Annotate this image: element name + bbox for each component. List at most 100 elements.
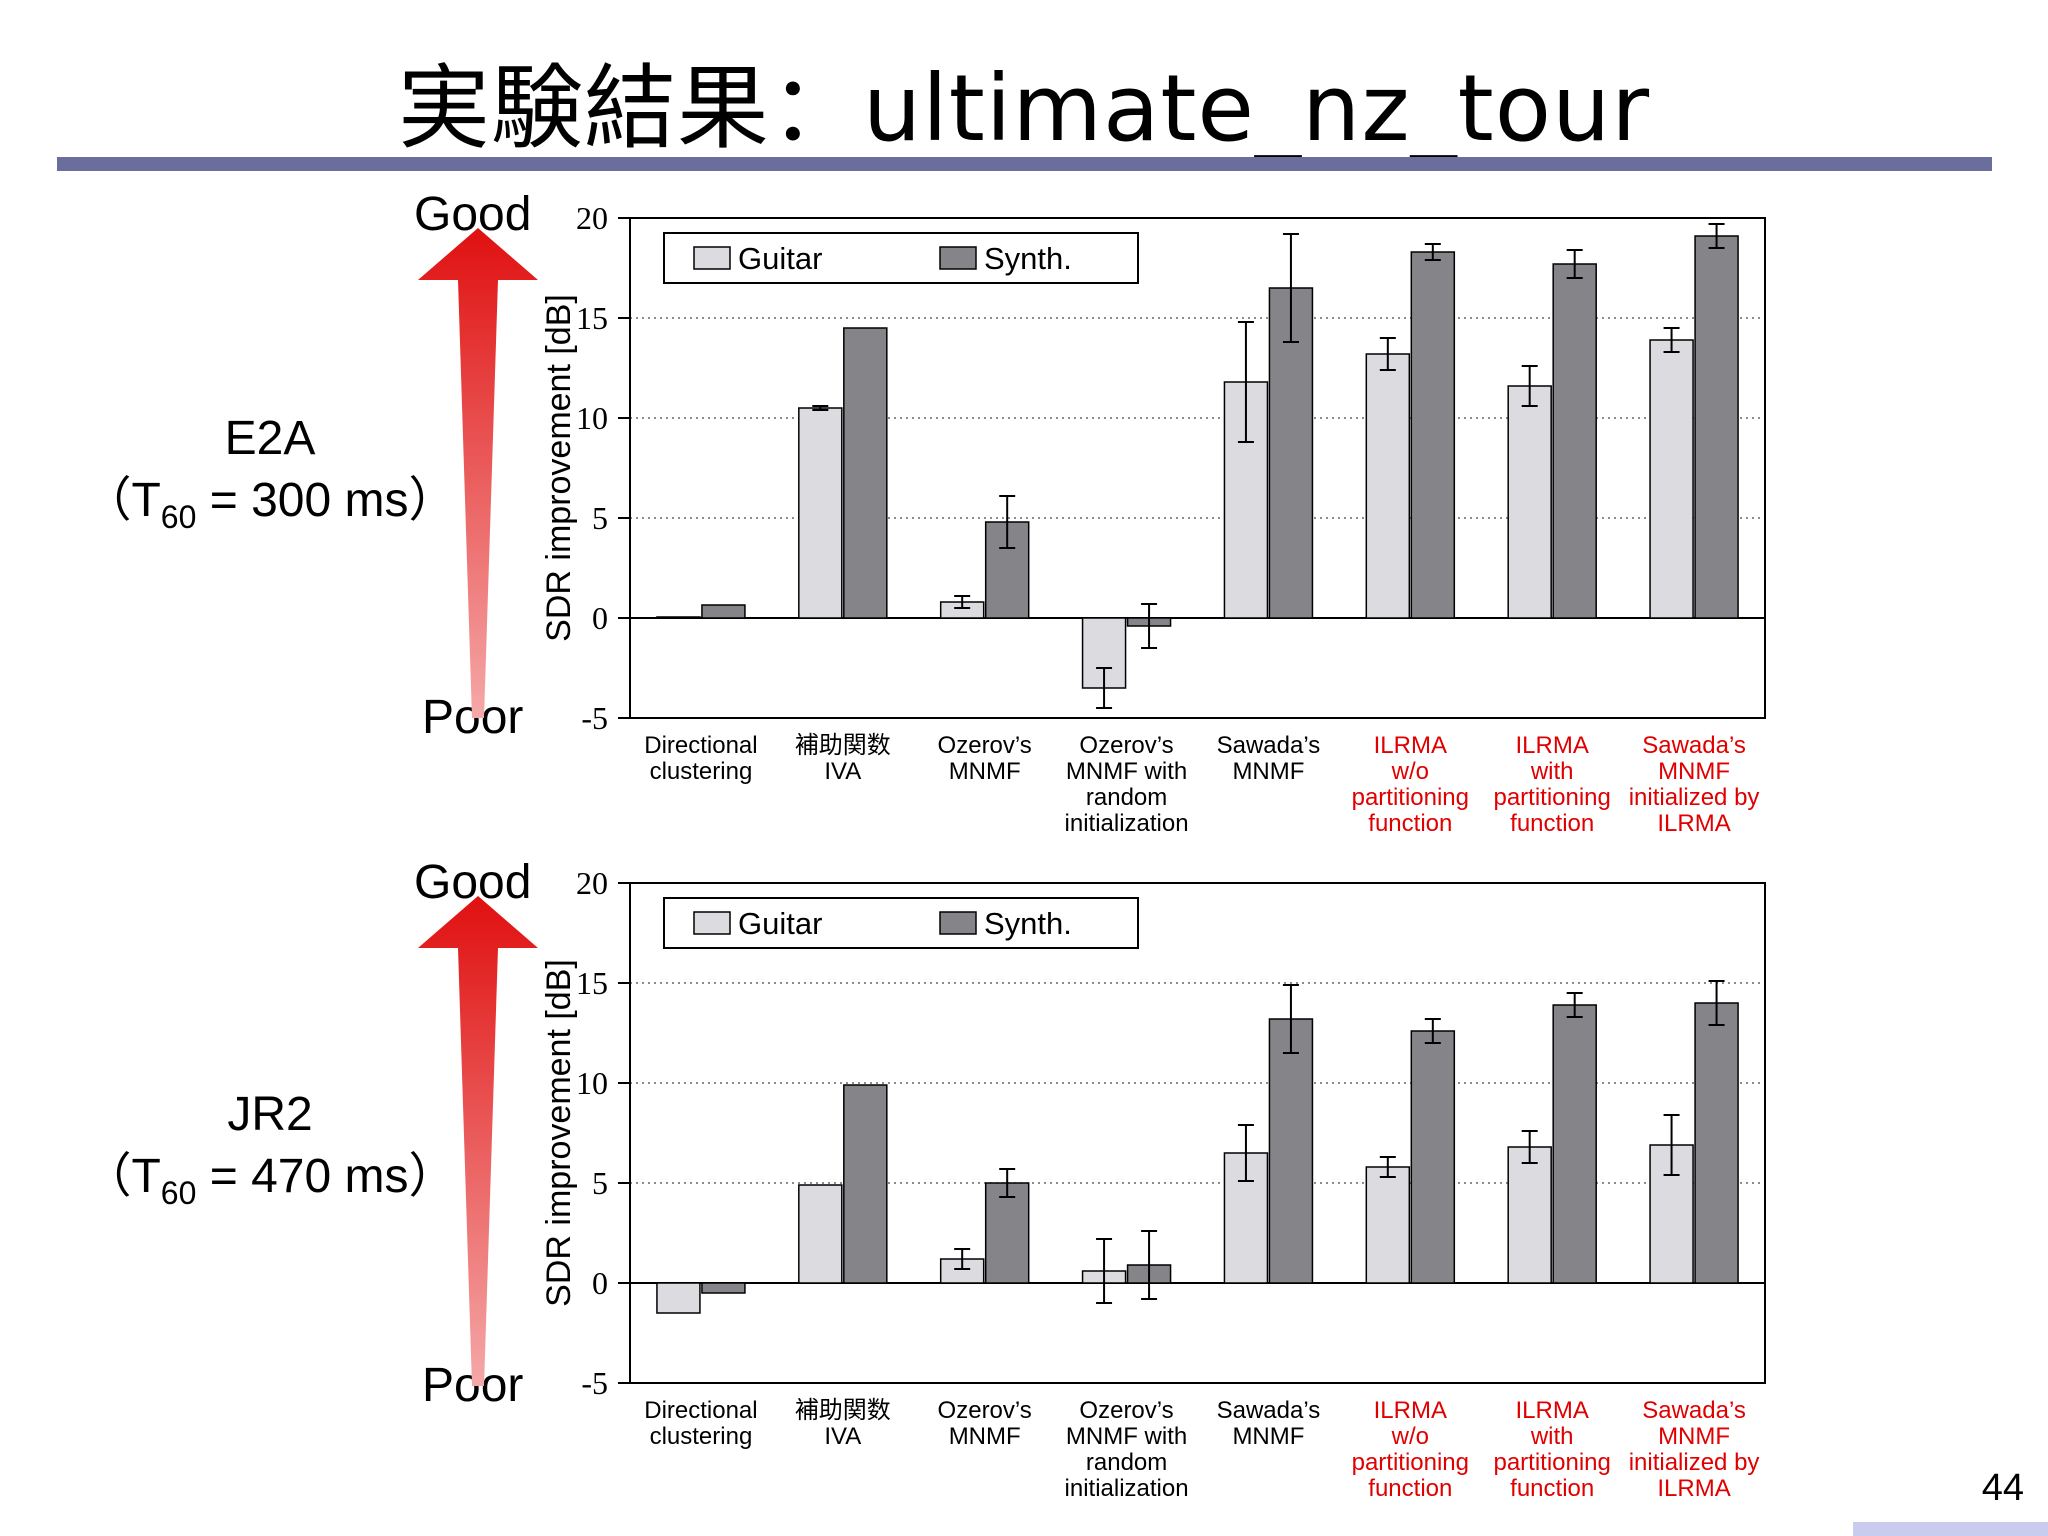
category-label-line: function: [1510, 810, 1594, 837]
condition-prefix: （T: [83, 1150, 161, 1203]
quality-good-label-1: Good: [414, 188, 532, 241]
category-label-line: Sawada’s: [1642, 1397, 1746, 1424]
bar-synth: [843, 1084, 888, 1284]
category-label-line: initialized by: [1629, 1449, 1760, 1476]
legend-label: Synth.: [984, 241, 1072, 276]
legend-label: Guitar: [738, 241, 822, 276]
condition-suffix: = 300 ms）: [196, 474, 457, 527]
category-label-line: with: [1530, 758, 1574, 785]
bar-guitar: [1223, 1152, 1269, 1284]
y-tick-label: -5: [581, 700, 608, 736]
category-label-line: ILRMA: [1657, 810, 1730, 837]
category-label-line: random: [1086, 1449, 1167, 1476]
category-label-line: Ozerov’s: [938, 1397, 1032, 1424]
good-poor-arrow-2: [418, 896, 538, 1386]
quality-good-label-2: Good: [414, 856, 532, 909]
category-label-line: IVA: [824, 758, 861, 785]
legend-swatch-guitar: [693, 246, 731, 270]
category-label: 補助関数 IVA: [795, 732, 891, 785]
category-label-line: MNMF: [1232, 758, 1304, 785]
y-tick-label: 5: [592, 500, 608, 536]
category-label-line: initialized by: [1629, 784, 1760, 811]
legend-box: [663, 232, 1139, 284]
category-label-line: ILRMA: [1374, 1397, 1447, 1424]
condition-name: E2A: [224, 412, 316, 465]
sdr-chart-jr2: -5 0 5 10 15 20 SDR improvement [dB] Guitar Synt…: [540, 865, 1766, 1502]
legend-label: Guitar: [738, 906, 822, 941]
category-label: ILRMA w/o partitioning function: [1352, 1397, 1469, 1502]
bar-synth: [843, 327, 888, 619]
category-label-line: with: [1530, 1423, 1574, 1450]
category-label-line: ILRMA: [1657, 1475, 1730, 1502]
category-label-line: Ozerov’s: [1079, 1397, 1173, 1424]
bar-synth: [701, 1282, 746, 1294]
y-tick-label: -5: [581, 1365, 608, 1401]
category-label: ILRMA with partitioning function: [1493, 732, 1610, 837]
category-label-line: 補助関数: [795, 732, 891, 759]
y-tick-label: 0: [592, 600, 608, 636]
bar-guitar: [1507, 1146, 1552, 1284]
bar-guitar: [656, 1282, 701, 1314]
category-label-line: MNMF: [1658, 758, 1730, 785]
category-label-line: MNMF with: [1066, 1423, 1187, 1450]
category-label-line: ILRMA: [1516, 732, 1589, 759]
category-label-line: clustering: [650, 758, 753, 785]
category-label-line: MNMF: [949, 1423, 1021, 1450]
condition-name: JR2: [227, 1088, 313, 1141]
bar-guitar: [656, 616, 701, 619]
category-label-line: partitioning: [1493, 1449, 1610, 1476]
category-label-line: Ozerov’s: [938, 732, 1032, 759]
category-label-line: MNMF: [1658, 1423, 1730, 1450]
category-label-line: IVA: [824, 1423, 861, 1450]
y-axis-label: SDR improvement [dB]: [540, 959, 578, 1307]
category-label: 補助関数 IVA: [795, 1397, 891, 1450]
plot-frame: [629, 882, 1766, 1384]
y-tick-label: 10: [576, 400, 608, 436]
category-label-line: function: [1510, 1475, 1594, 1502]
legend-box: [663, 897, 1139, 949]
legend-swatch-synth: [939, 911, 977, 935]
bar-synth: [1268, 1018, 1314, 1284]
category-label-line: partitioning: [1352, 784, 1469, 811]
y-tick-label: 20: [576, 865, 608, 901]
bar-synth: [984, 1182, 1030, 1284]
category-label-line: partitioning: [1352, 1449, 1469, 1476]
category-label: Ozerov’s MNMF: [938, 732, 1032, 785]
bar-synth: [1552, 1004, 1597, 1284]
category-label-line: random: [1086, 784, 1167, 811]
category-label-line: MNMF: [949, 758, 1021, 785]
category-label-line: initialization: [1065, 810, 1189, 837]
good-poor-arrow-1: [418, 228, 538, 718]
category-label-line: ILRMA: [1516, 1397, 1589, 1424]
category-label: Directional clustering: [644, 732, 757, 785]
category-label-line: initialization: [1065, 1475, 1189, 1502]
condition-suffix: = 470 ms）: [196, 1150, 457, 1203]
bar-guitar: [1507, 385, 1552, 619]
bar-synth: [1552, 263, 1597, 619]
page-number: 44: [1981, 1467, 2024, 1509]
category-label-line: ILRMA: [1374, 732, 1447, 759]
category-label-line: partitioning: [1493, 784, 1610, 811]
category-label-line: clustering: [650, 1423, 753, 1450]
category-label: ILRMA with partitioning function: [1493, 1397, 1610, 1502]
slide-title: 実験結果：ultimate_nz_tour: [397, 55, 1651, 162]
bar-synth: [1410, 1030, 1456, 1284]
category-label-line: Directional: [644, 1397, 757, 1424]
category-label-line: Sawada’s: [1642, 732, 1746, 759]
condition-subscript: 60: [160, 499, 197, 535]
sdr-chart-e2a: -5 0 5 10 15 20 SDR improvement [dB] Guitar Synt…: [540, 200, 1766, 837]
bar-synth: [1694, 235, 1739, 619]
bar-synth: [1694, 1002, 1739, 1284]
category-label-line: 補助関数: [795, 1397, 891, 1424]
bar-synth: [701, 604, 746, 619]
category-label: Sawada’s MNMF: [1217, 732, 1321, 785]
category-label-line: Sawada’s: [1217, 732, 1321, 759]
category-label-line: MNMF with: [1066, 758, 1187, 785]
category-label: Sawada’s MNMF initialized by ILRMA: [1629, 732, 1760, 837]
y-tick-label: 15: [576, 965, 608, 1001]
condition-prefix: （T: [83, 474, 161, 527]
category-label-line: w/o: [1391, 758, 1429, 785]
y-tick-label: 0: [592, 1265, 608, 1301]
category-label: Directional clustering: [644, 1397, 757, 1450]
y-tick-label: 15: [576, 300, 608, 336]
